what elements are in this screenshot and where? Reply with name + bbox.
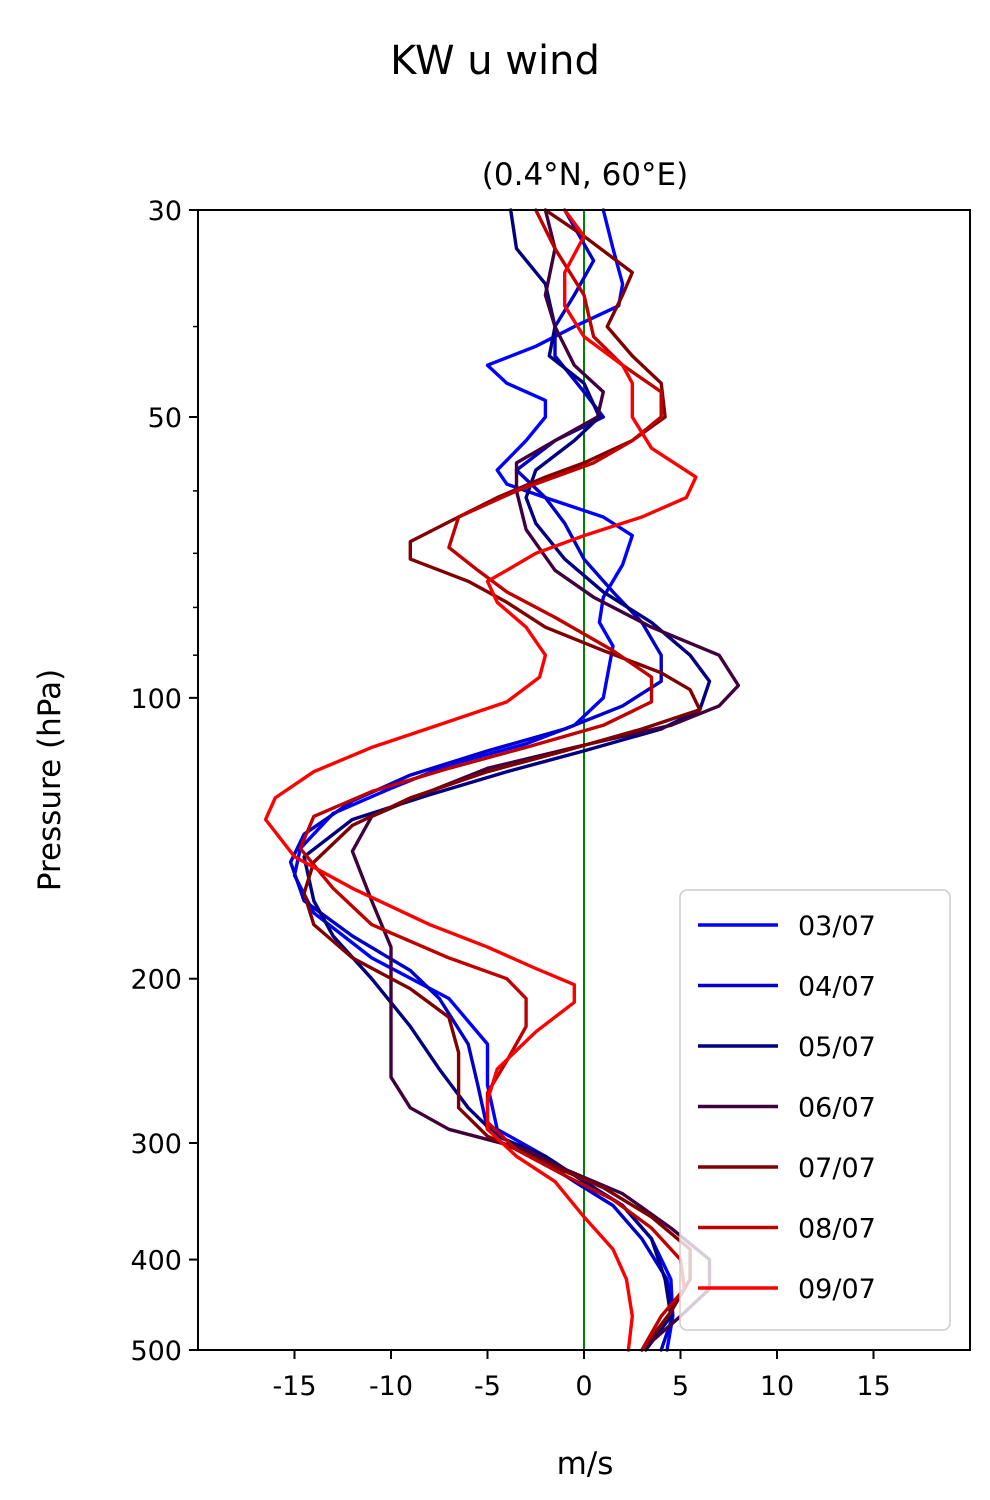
x-tick-label: 0 [575,1371,592,1402]
legend-label: 06/07 [798,1093,876,1124]
legend-label: 07/07 [798,1153,876,1184]
y-tick-label: 400 [130,1246,182,1277]
x-tick-label: -15 [272,1371,316,1402]
x-tick-label: -10 [369,1371,413,1402]
y-tick-label: 30 [148,196,182,227]
y-tick-label: 500 [130,1336,182,1367]
series-line-3 [302,208,712,1352]
series-line-1 [292,208,675,1352]
legend-label: 08/07 [798,1214,876,1245]
y-tick-label: 100 [130,684,182,715]
x-tick-label: 5 [672,1371,689,1402]
legend-label: 03/07 [798,911,876,942]
y-tick-label: 200 [130,965,182,996]
chart-subtitle: (0.4°N, 60°E) [482,157,688,193]
series-line-6 [298,208,687,1352]
series-line-7 [263,208,698,1352]
chart-title: KW u wind [390,38,600,84]
plot-area: -15 -10 -5 0 5 10 15 30 50 100 200 300 400 500 03/07 04… [130,196,971,1402]
legend-box [679,889,951,1331]
legend-label: 04/07 [798,972,876,1003]
x-axis-label: m/s [557,1446,614,1482]
y-tick-label: 300 [130,1129,182,1160]
legend-label: 05/07 [798,1032,876,1063]
x-tick-label: 15 [856,1371,890,1402]
legend: 03/07 04/07 05/07 06/07 07/07 08/07 09/07 [679,889,951,1331]
series-line-4 [350,208,741,1352]
x-tick-label: -5 [474,1371,501,1402]
x-tick-label: 10 [760,1371,794,1402]
y-axis-label: Pressure (hPa) [32,669,68,891]
series-line-5 [302,208,702,1352]
legend-label: 09/07 [798,1274,876,1305]
y-tick-label: 50 [148,403,182,434]
